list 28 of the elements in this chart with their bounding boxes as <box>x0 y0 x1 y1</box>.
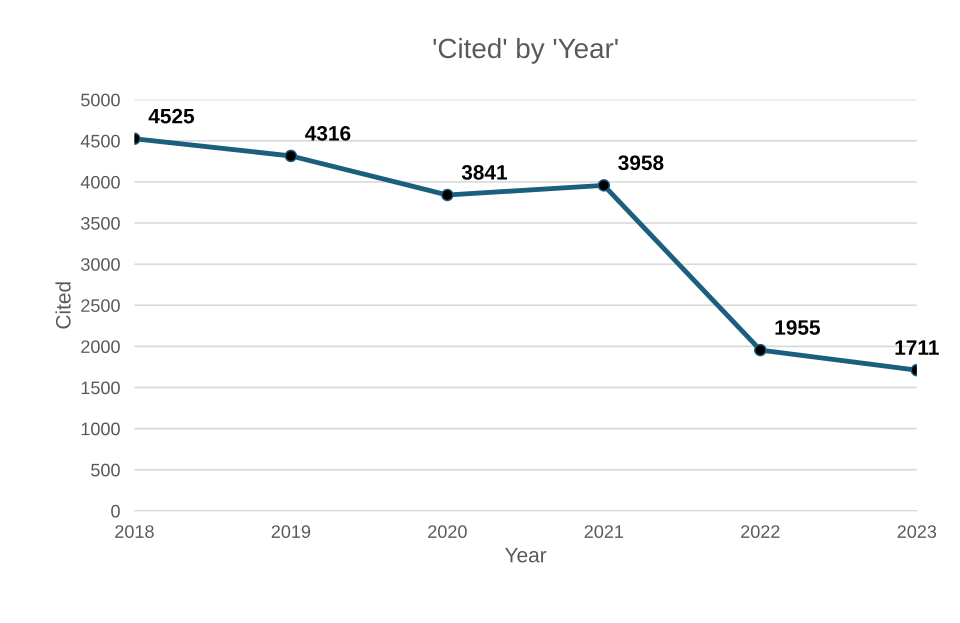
data-label: 1711 <box>896 340 939 355</box>
x-tick-label: 2020 <box>428 525 467 538</box>
y-tick-label: 2000 <box>81 340 120 354</box>
y-tick-label: 500 <box>91 464 120 476</box>
x-tick-label: 2021 <box>584 525 624 538</box>
y-tick-label: 2500 <box>81 299 120 312</box>
x-tick-label: 2022 <box>741 525 780 538</box>
data-label: 4316 <box>305 126 350 141</box>
y-tick-label: 0 <box>111 504 120 518</box>
point <box>441 188 454 202</box>
y-axis-title: Cited <box>55 282 71 329</box>
point <box>598 179 610 192</box>
y-tick-label: 3500 <box>81 216 120 230</box>
y-tick-label: 4500 <box>80 134 120 148</box>
y-tick-label: 1500 <box>82 381 120 394</box>
x-axis-title: Year <box>505 548 546 562</box>
data-label: 3841 <box>462 165 508 180</box>
y-tick-label: 3000 <box>81 258 120 271</box>
data-label: 4525 <box>148 108 194 124</box>
y-tick-label: 5000 <box>81 94 120 106</box>
x-tick-label: 2023 <box>898 525 936 538</box>
y-tick-label: 1000 <box>82 422 120 436</box>
chart-title: 'Cited' by 'Year' <box>434 38 618 64</box>
y-tick-label: 4000 <box>80 176 120 189</box>
x-tick-label: 2019 <box>272 525 310 538</box>
x-tick-label: 2018 <box>115 525 154 538</box>
data-label: 1955 <box>776 320 820 335</box>
data-label: 3958 <box>618 155 664 170</box>
